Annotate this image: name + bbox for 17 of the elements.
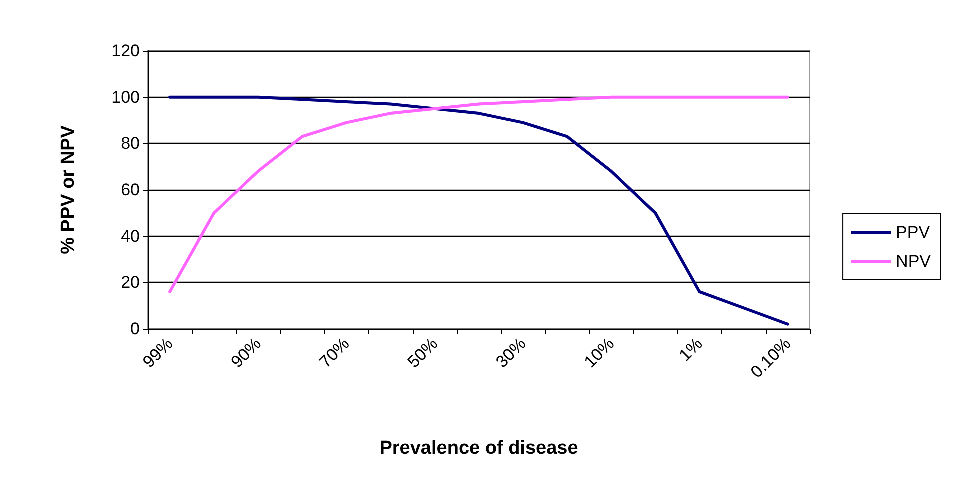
x-tick-label: 1% [676, 334, 706, 366]
y-tick-label: 40 [121, 226, 140, 246]
legend-label: NPV [896, 252, 932, 271]
y-tick-label: 60 [121, 180, 140, 200]
y-tick-label: 100 [112, 88, 140, 107]
x-tick-label: 70% [316, 334, 354, 372]
y-tick-label: 120 [112, 42, 140, 60]
x-tick-label: 99% [139, 334, 177, 372]
x-tick-label: 30% [492, 334, 530, 372]
y-tick-label: 0 [130, 320, 140, 338]
y-axis-title: % PPV or NPV [58, 125, 79, 254]
legend-label: PPV [896, 223, 931, 242]
y-tick-label: 80 [121, 134, 140, 154]
x-tick-label: 90% [228, 334, 266, 372]
y-tick-label: 20 [121, 273, 140, 292]
x-tick-label: 50% [404, 334, 442, 372]
x-axis-title: Prevalence of disease [380, 438, 578, 459]
